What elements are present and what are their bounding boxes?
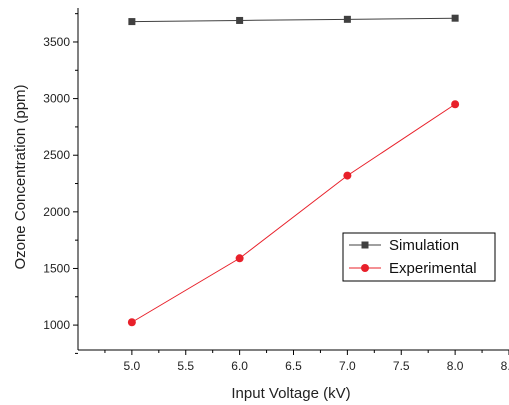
data-point-simulation — [343, 15, 351, 23]
y-tick-label: 3500 — [43, 35, 70, 49]
x-tick-label: 7.0 — [339, 359, 356, 373]
legend-marker-simulation — [361, 241, 369, 249]
data-point-experimental — [451, 100, 460, 109]
data-point-experimental — [343, 171, 352, 180]
legend: Simulation Experimental — [342, 232, 496, 282]
legend-box — [342, 232, 496, 282]
y-tick-label: 2500 — [43, 148, 70, 162]
legend-label-experimental: Experimental — [389, 260, 477, 277]
data-point-simulation — [236, 16, 244, 24]
data-point-experimental — [127, 318, 136, 327]
legend-label-simulation: Simulation — [389, 237, 459, 254]
y-tick-label: 2000 — [43, 205, 70, 219]
x-tick-label: 6.5 — [285, 359, 302, 373]
data-point-experimental — [235, 254, 244, 263]
legend-marker-experimental — [361, 264, 369, 272]
x-tick-label: 5.0 — [124, 359, 141, 373]
x-tick-label: 6.0 — [231, 359, 248, 373]
x-tick-label: 5.5 — [177, 359, 194, 373]
x-tick-label: 8.0 — [447, 359, 464, 373]
ticks: 5.0 5.5 6.0 6.5 7.0 7.5 8.0 8.5 1000 1500 2000 2500… — [43, 13, 509, 373]
series-line-simulation — [131, 17, 456, 23]
x-tick-label: 8.5 — [501, 359, 509, 373]
x-tick-label: 7.5 — [393, 359, 410, 373]
y-tick-label: 3000 — [43, 92, 70, 106]
x-axis-label: Input Voltage (kV) — [231, 385, 350, 402]
series-layer — [127, 14, 460, 327]
axes — [77, 8, 509, 351]
data-point-simulation — [451, 14, 459, 22]
y-axis-label: Ozone Concentration (ppm) — [12, 84, 29, 269]
y-tick-label: 1500 — [43, 261, 70, 275]
data-point-simulation — [128, 18, 136, 26]
series-line-experimental — [131, 103, 456, 323]
y-tick-label: 1000 — [43, 318, 70, 332]
